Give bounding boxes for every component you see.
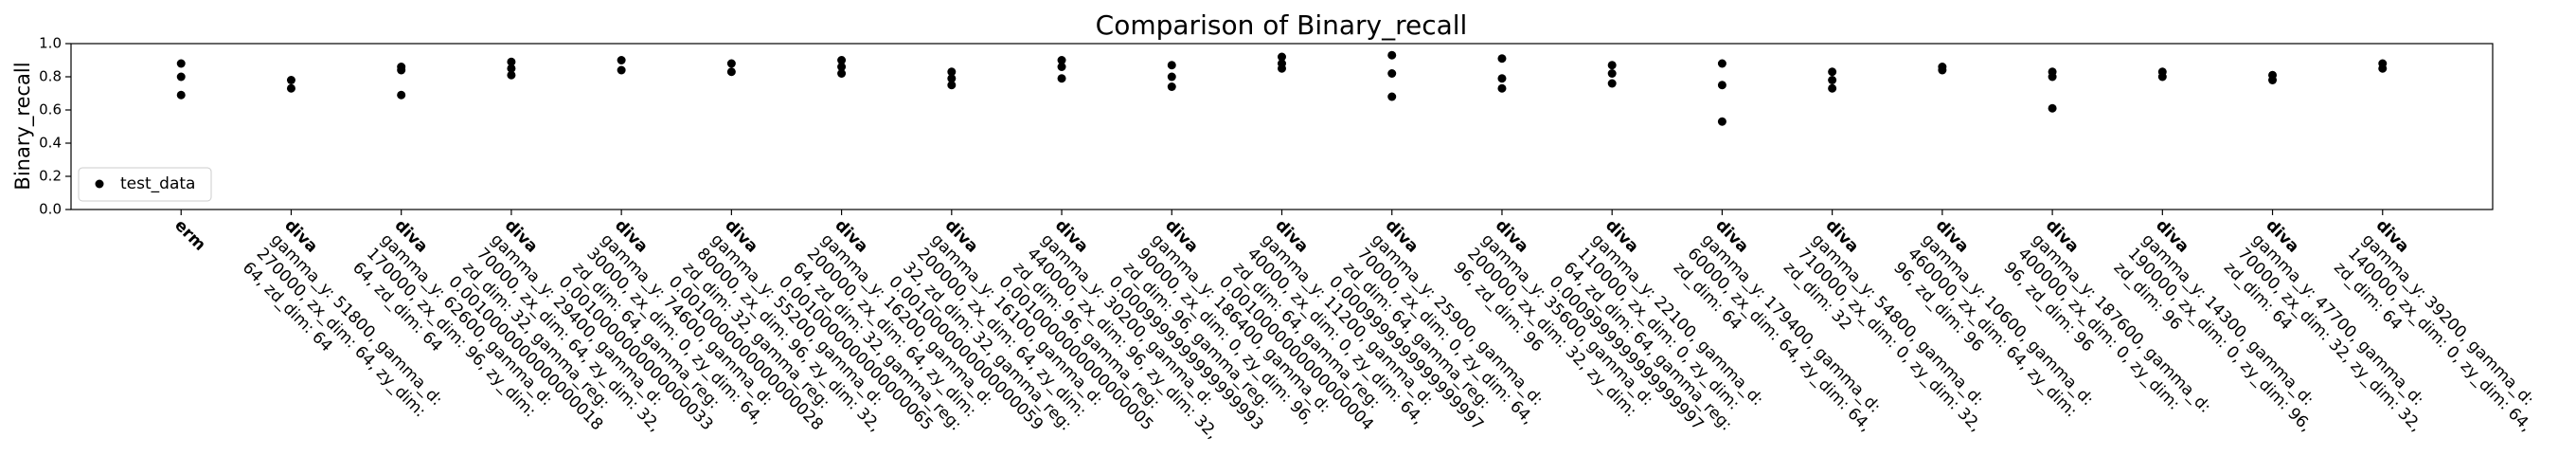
data-point bbox=[1717, 59, 1726, 68]
data-point bbox=[1717, 81, 1726, 90]
data-point bbox=[837, 69, 847, 78]
data-point bbox=[947, 67, 957, 77]
chart-title: Comparison of Binary_recall bbox=[1096, 9, 1468, 41]
data-point bbox=[1278, 52, 1286, 62]
data-point bbox=[1057, 74, 1066, 83]
data-point bbox=[1497, 74, 1507, 83]
y-tick-label: 0.4 bbox=[39, 135, 62, 152]
data-point bbox=[726, 67, 736, 77]
data-point bbox=[507, 70, 516, 80]
data-point bbox=[1057, 63, 1066, 71]
data-point bbox=[837, 63, 847, 71]
data-point bbox=[2048, 103, 2057, 113]
data-point bbox=[1497, 54, 1507, 64]
data-point bbox=[176, 59, 186, 68]
data-point bbox=[1828, 83, 1837, 93]
data-point bbox=[176, 72, 186, 82]
plot-frame bbox=[70, 43, 2494, 210]
data-point bbox=[1938, 65, 1947, 75]
y-axis-label: Binary_recall bbox=[11, 62, 35, 190]
data-point bbox=[1607, 79, 1617, 88]
legend-marker bbox=[95, 179, 104, 189]
data-point bbox=[617, 65, 626, 75]
data-point bbox=[1387, 92, 1397, 101]
y-tick-label: 0.6 bbox=[39, 101, 62, 118]
data-point bbox=[1167, 72, 1176, 82]
data-point bbox=[2157, 72, 2167, 82]
data-point bbox=[726, 59, 736, 68]
data-point bbox=[1278, 64, 1286, 73]
data-point bbox=[507, 57, 516, 66]
data-point bbox=[176, 90, 186, 100]
data-point bbox=[1057, 56, 1066, 64]
y-tick-label: 0.8 bbox=[39, 68, 62, 85]
data-point bbox=[397, 65, 406, 75]
data-point bbox=[286, 76, 295, 84]
legend-label: test_data bbox=[120, 174, 195, 193]
data-point bbox=[617, 56, 626, 64]
y-tick-label: 0.0 bbox=[39, 201, 62, 218]
data-point bbox=[1497, 83, 1507, 93]
data-point bbox=[397, 90, 406, 100]
data-point bbox=[947, 81, 957, 90]
data-point bbox=[1717, 117, 1726, 126]
data-point bbox=[837, 56, 847, 64]
data-point bbox=[947, 74, 957, 83]
data-point bbox=[1387, 69, 1397, 78]
data-point bbox=[1607, 61, 1617, 70]
data-point bbox=[1387, 50, 1397, 60]
data-point bbox=[1828, 67, 1837, 77]
y-tick-label: 1.0 bbox=[39, 35, 62, 52]
y-tick-label: 0.2 bbox=[39, 168, 62, 185]
legend-box bbox=[78, 167, 212, 202]
data-point bbox=[2268, 76, 2278, 84]
data-point bbox=[1167, 61, 1176, 70]
data-point bbox=[1167, 82, 1176, 91]
data-point bbox=[286, 83, 295, 93]
data-point bbox=[1607, 69, 1617, 78]
data-point bbox=[507, 64, 516, 73]
data-point bbox=[1828, 76, 1837, 84]
data-point bbox=[2378, 64, 2388, 73]
data-point bbox=[2048, 72, 2057, 82]
